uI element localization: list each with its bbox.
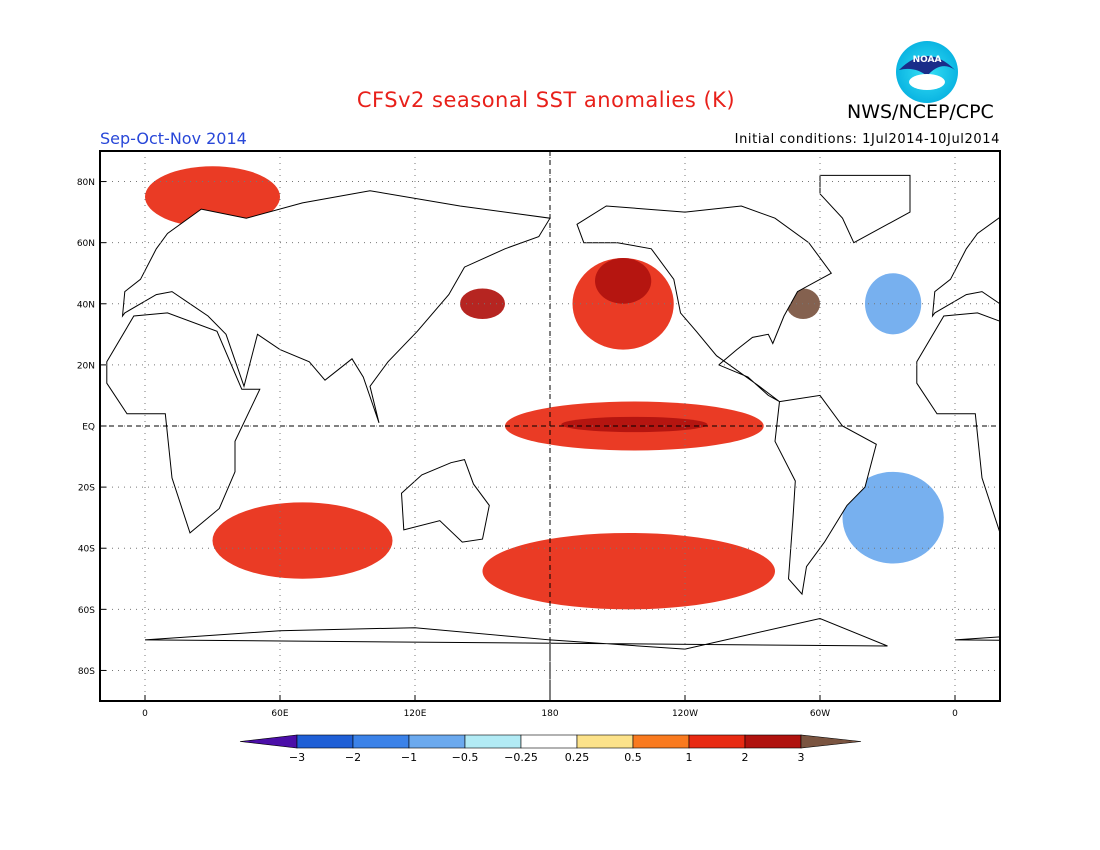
anomaly-region — [212, 502, 393, 579]
colorbar-level-label: −1 — [401, 751, 417, 764]
colorbar-level-label: 0.5 — [624, 751, 642, 764]
land-antarctica — [144, 617, 888, 701]
axis-ticks: 80N 60N 40N 20N EQ 20S 40S 60S 80S 0 60E 120E 180 120… — [77, 178, 958, 719]
noaa-logo-icon: NOAA — [896, 41, 958, 103]
lat-tick-label: 60S — [78, 606, 95, 616]
agency-label: NWS/NCEP/CPC — [847, 101, 994, 123]
colorbar-level-label: −2 — [345, 751, 361, 764]
lat-tick-label: 40S — [78, 545, 95, 555]
colorbar-swatch — [688, 734, 746, 749]
anomaly-region — [482, 532, 775, 610]
colorbar: −3 −2 −1 −0.5 −0.25 0.25 0.5 1 2 3 — [239, 734, 862, 764]
colorbar-level-label: 2 — [742, 751, 749, 764]
lat-tick-label: EQ — [82, 423, 95, 433]
anomaly-region — [595, 257, 652, 304]
map-title: CFSv2 seasonal SST anomalies (K) — [356, 88, 736, 112]
lat-tick-label: 40N — [77, 300, 95, 310]
land-antarctica — [954, 636, 1000, 641]
land-masses — [106, 174, 1000, 701]
colorbar-level-label: 1 — [686, 751, 693, 764]
lon-tick-label: 60W — [810, 709, 830, 719]
colorbar-swatch — [520, 734, 578, 749]
colorbar-level-label: −3 — [289, 751, 305, 764]
anomaly-region — [561, 416, 708, 433]
colorbar-swatch — [296, 734, 354, 749]
colorbar-level-label: −0.5 — [452, 751, 479, 764]
lon-tick-label: 120E — [404, 709, 427, 719]
lat-tick-label: 60N — [77, 239, 95, 249]
colorbar-swatch — [352, 734, 410, 749]
land-eurasia — [931, 216, 1000, 318]
land-africa — [916, 312, 1000, 534]
lat-tick-label: 80N — [77, 178, 95, 188]
colorbar-level-label: −0.25 — [504, 751, 538, 764]
anomaly-region — [842, 471, 944, 564]
colorbar-swatch — [632, 734, 690, 749]
colorbar-level-label: 3 — [798, 751, 805, 764]
colorbar-arrow-low — [239, 734, 298, 749]
lat-tick-label: 20N — [77, 361, 95, 371]
lon-tick-label: 120W — [672, 709, 698, 719]
colorbar-arrow-high — [800, 734, 862, 749]
lon-tick-label: 180 — [541, 709, 558, 719]
land-eurasia — [121, 190, 551, 424]
season-label: Sep-Oct-Nov 2014 — [100, 129, 247, 148]
land-greenland — [819, 174, 911, 244]
lon-tick-label: 0 — [142, 709, 148, 719]
initial-conditions-label: Initial conditions: 1Jul2014-10Jul2014 — [734, 132, 1000, 147]
colorbar-level-label: 0.25 — [565, 751, 590, 764]
reference-lines — [100, 151, 1000, 701]
lat-tick-label: 80S — [78, 667, 95, 677]
anomaly-region — [865, 273, 922, 335]
land-australia — [400, 459, 490, 543]
noaa-logo-text: NOAA — [913, 55, 942, 65]
colorbar-swatch — [464, 734, 522, 749]
anomaly-region — [460, 288, 505, 320]
lon-tick-label: 60E — [271, 709, 288, 719]
colorbar-swatch — [744, 734, 802, 749]
lon-tick-label: 0 — [952, 709, 958, 719]
land-south-america — [774, 394, 877, 596]
lat-tick-label: 20S — [78, 484, 95, 494]
land-north-america — [576, 205, 833, 403]
colorbar-swatch — [576, 734, 634, 749]
colorbar-swatch — [408, 734, 466, 749]
